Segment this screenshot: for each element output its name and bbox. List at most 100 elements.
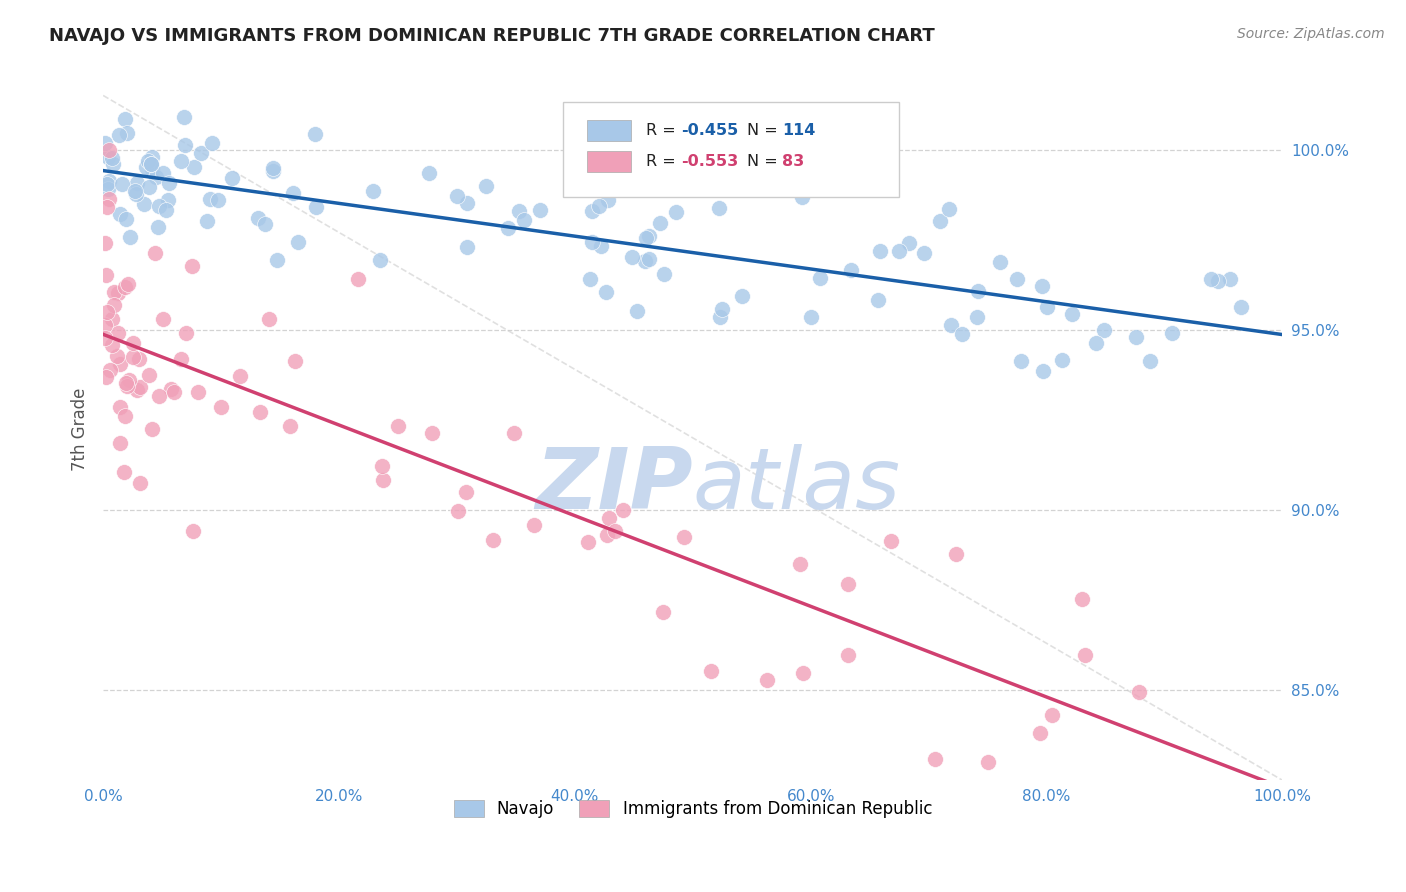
Point [612,503,634,517]
Point [1032,364,1054,378]
Point [800,310,823,324]
Point [103,298,125,312]
Point [201,136,224,150]
Point [1010,353,1032,368]
Point [588,199,610,213]
Point [262,163,284,178]
Point [638,252,661,266]
Point [595,285,617,299]
Point [938,202,960,217]
Point [284,354,307,368]
Point [253,217,276,231]
Point [100,151,122,165]
Point [173,137,195,152]
Point [112,465,135,479]
Point [503,425,526,440]
Point [731,289,754,303]
Point [110,400,132,414]
Point [945,547,967,561]
Point [474,178,496,193]
Point [808,270,831,285]
Point [598,511,620,525]
Point [138,180,160,194]
Point [152,311,174,326]
Point [651,605,673,619]
Text: Source: ZipAtlas.com: Source: ZipAtlas.com [1237,27,1385,41]
Point [103,285,125,300]
Point [581,235,603,249]
Point [136,153,159,168]
Point [418,166,440,180]
Point [1074,648,1097,662]
Point [596,194,619,208]
Point [94,318,117,333]
Point [1050,353,1073,368]
Point [700,664,723,678]
Point [966,310,988,325]
Point [950,327,973,342]
Point [287,235,309,249]
Point [361,184,384,198]
Point [114,279,136,293]
Point [262,161,284,175]
Point [139,157,162,171]
Point [1031,278,1053,293]
Point [96,305,118,319]
FancyBboxPatch shape [562,102,900,197]
Point [710,301,733,316]
Point [174,326,197,340]
Point [97,150,120,164]
Legend: Navajo, Immigrants from Dominican Republic: Navajo, Immigrants from Dominican Republ… [447,793,939,825]
Point [159,383,181,397]
Y-axis label: 7th Grade: 7th Grade [72,387,89,471]
Point [221,170,243,185]
Point [157,176,180,190]
Point [1199,272,1222,286]
Point [837,576,859,591]
Point [94,268,117,282]
Point [145,170,167,185]
Point [97,193,120,207]
Point [912,246,935,260]
Point [132,197,155,211]
Point [665,205,688,219]
Point [118,230,141,244]
Point [96,177,118,191]
FancyBboxPatch shape [586,120,631,141]
Point [581,203,603,218]
Point [1206,274,1229,288]
Point [229,369,252,384]
Point [209,400,232,414]
Point [97,144,120,158]
Point [897,235,920,250]
Point [305,200,328,214]
Point [837,648,859,663]
Point [128,380,150,394]
Point [173,110,195,124]
Point [107,326,129,340]
Point [513,213,536,227]
Point [105,349,128,363]
Point [756,673,779,687]
Point [115,126,138,140]
Point [93,236,115,251]
Point [181,524,204,538]
Point [135,160,157,174]
Point [148,389,170,403]
Point [148,199,170,213]
Point [498,221,520,235]
Point [370,252,392,267]
Point [187,384,209,399]
Point [281,186,304,200]
Point [709,202,731,216]
Point [183,160,205,174]
Point [387,419,409,434]
Point [114,112,136,127]
Text: atlas: atlas [693,443,901,526]
Point [117,379,139,393]
Point [941,318,963,332]
Point [141,161,163,176]
Point [789,557,811,571]
Point [157,193,180,207]
Text: R =: R = [645,154,681,169]
